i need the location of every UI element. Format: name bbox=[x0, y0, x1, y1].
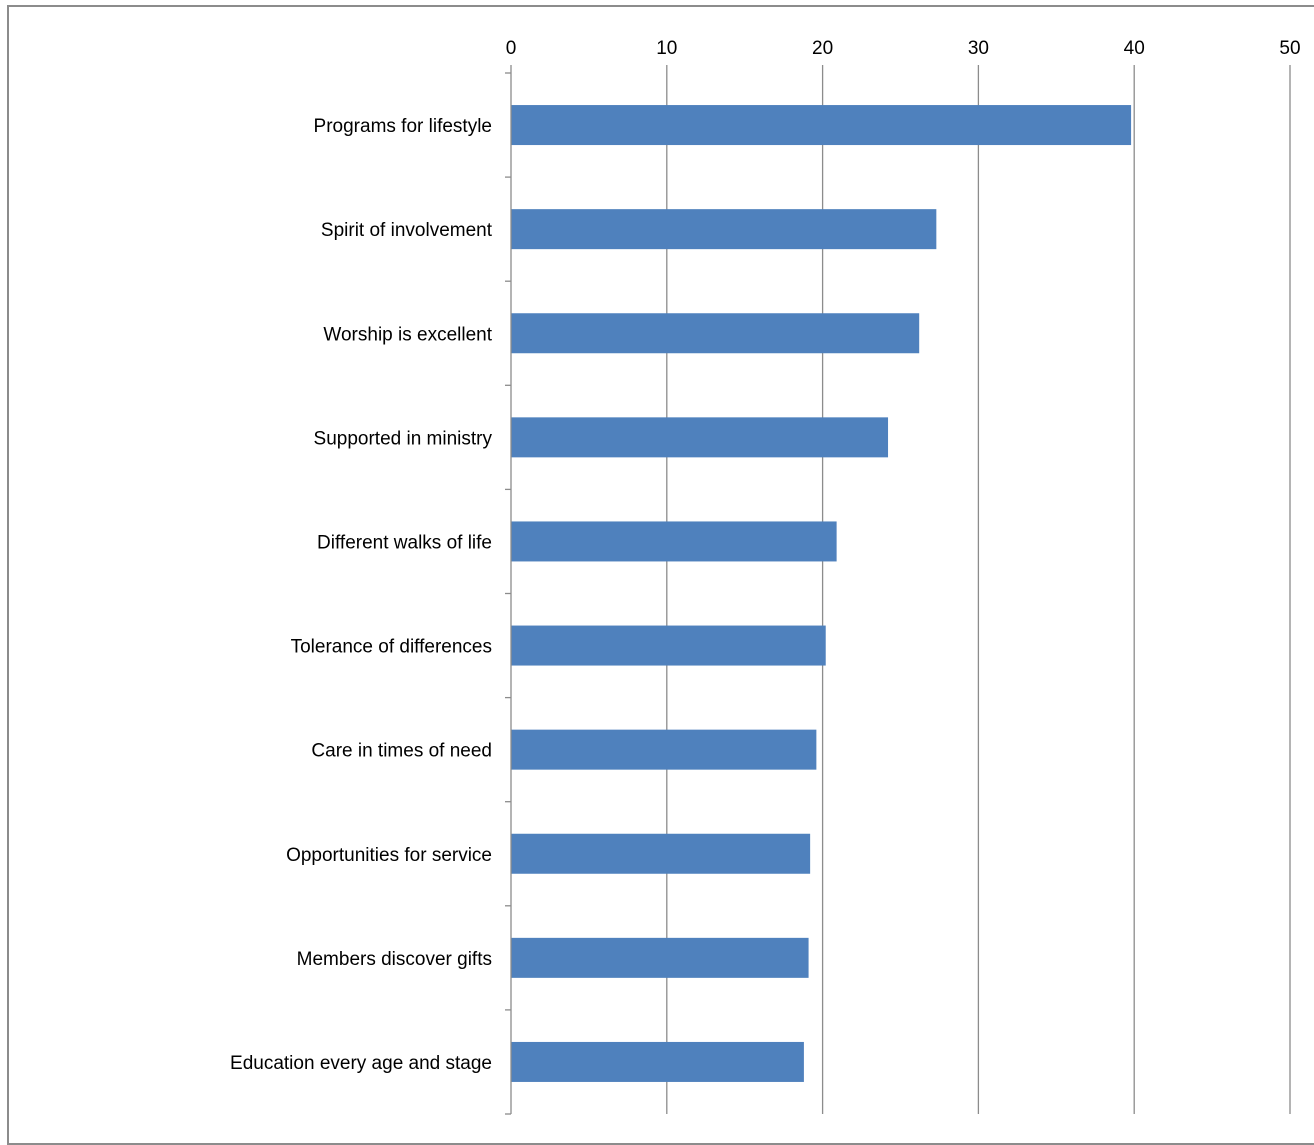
category-label: Programs for lifestyle bbox=[314, 116, 492, 137]
x-axis-tick-labels: 0 10 20 30 40 50 bbox=[506, 38, 1301, 59]
bar bbox=[511, 105, 1132, 146]
bar bbox=[511, 313, 920, 354]
x-tick-label: 50 bbox=[1279, 38, 1300, 59]
category-label: Supported in ministry bbox=[314, 428, 493, 449]
category-label: Different walks of life bbox=[317, 532, 492, 553]
x-tick-label: 30 bbox=[968, 38, 989, 59]
bar bbox=[511, 833, 811, 874]
x-tick-label: 40 bbox=[1124, 38, 1145, 59]
x-tick-label: 20 bbox=[812, 38, 833, 59]
category-label: Worship is excellent bbox=[323, 324, 492, 345]
category-label: Care in times of need bbox=[311, 741, 492, 762]
bar bbox=[511, 729, 817, 770]
bars bbox=[511, 105, 1132, 1082]
bar bbox=[511, 625, 826, 666]
category-label: Opportunities for service bbox=[286, 845, 492, 866]
bar bbox=[511, 209, 937, 250]
x-tick-label: 0 bbox=[506, 38, 517, 59]
bar bbox=[511, 1041, 804, 1082]
category-label: Members discover gifts bbox=[297, 949, 492, 970]
bar bbox=[511, 417, 889, 458]
category-label: Tolerance of differences bbox=[291, 637, 492, 658]
category-label: Education every age and stage bbox=[230, 1053, 492, 1074]
category-labels: Programs for lifestyle Spirit of involvem… bbox=[230, 116, 493, 1074]
category-label: Spirit of involvement bbox=[321, 220, 493, 241]
x-tick-label: 10 bbox=[656, 38, 677, 59]
bar bbox=[511, 937, 809, 978]
bar bbox=[511, 521, 837, 562]
y-axis bbox=[505, 72, 512, 1115]
